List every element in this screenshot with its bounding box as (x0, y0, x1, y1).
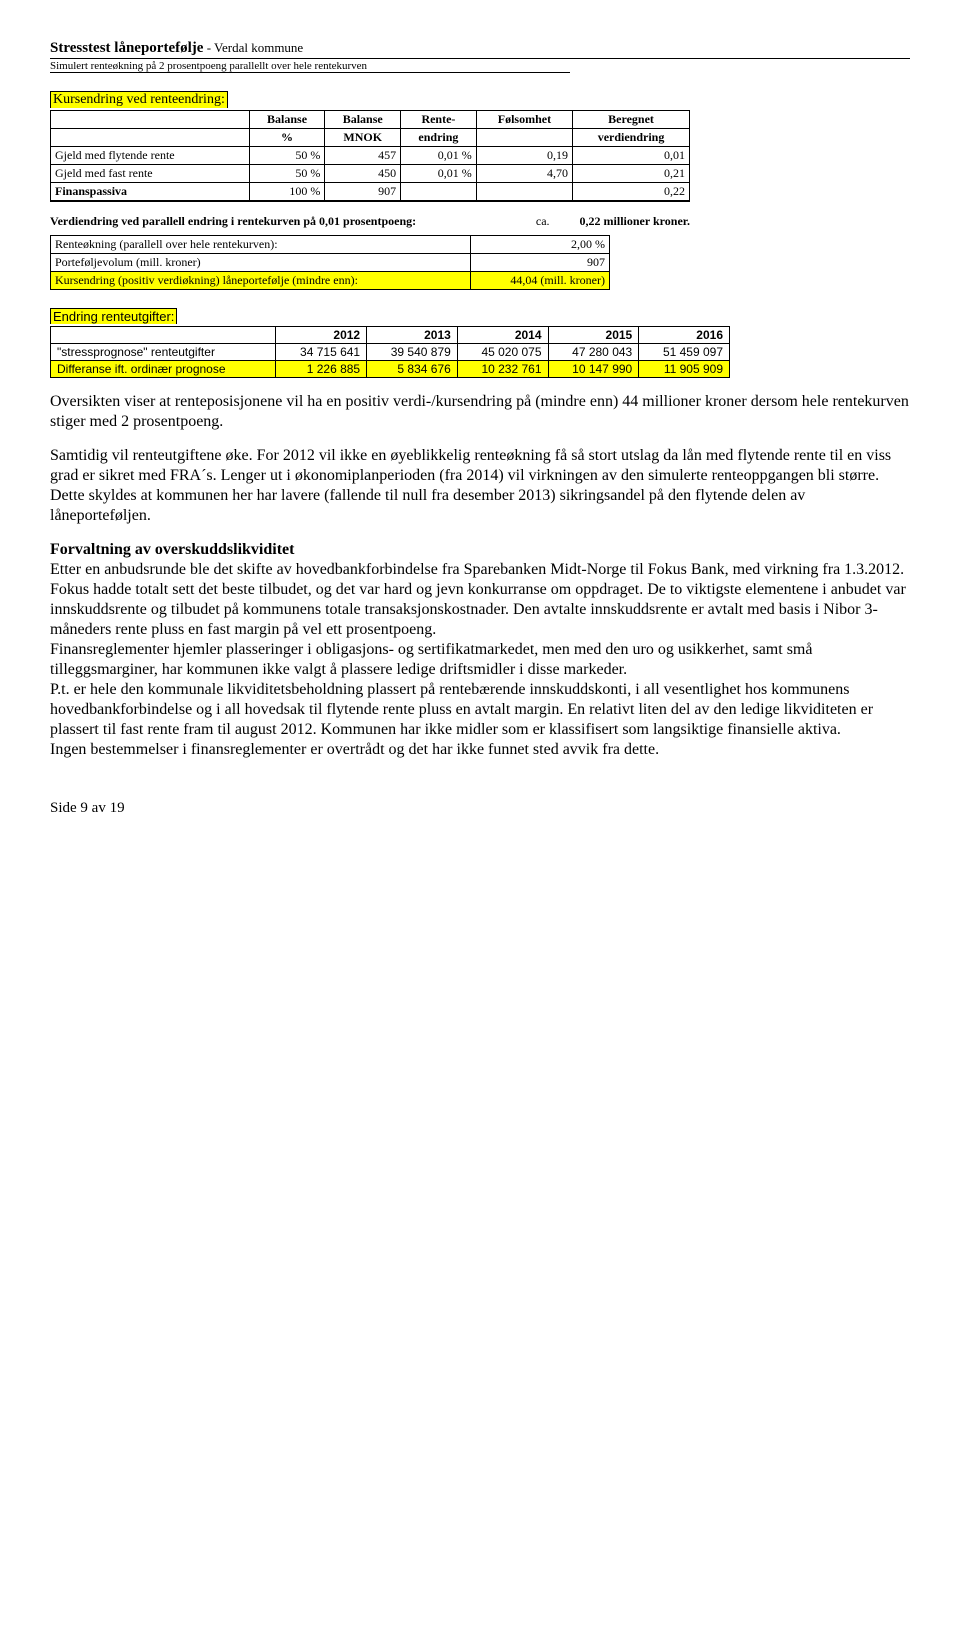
body-p4: Finansreglementer hjemler plasseringer i… (50, 641, 812, 678)
body-p6: Ingen bestemmelser i finansreglementer e… (50, 741, 659, 758)
page-footer: Side 9 av 19 (50, 800, 910, 817)
section-forvaltning: Forvaltning av overskuddslikviditet Ette… (50, 540, 910, 760)
params-table: Renteøkning (parallell over hele renteku… (50, 235, 610, 290)
table-row: Differanse ift. ordinær prognose 1 226 8… (51, 361, 730, 378)
body-p2: Samtidig vil renteutgiftene øke. For 201… (50, 446, 910, 526)
table-row: Kursendring (positiv verdiøkning) lånepo… (51, 272, 610, 290)
body-p1: Oversikten viser at renteposisjonene vil… (50, 392, 910, 432)
title-main: Stresstest låneportefølje (50, 40, 203, 56)
table-header-1: Balanse Balanse Rente- Følsomhet Beregne… (51, 111, 690, 129)
kursendring-table: Balanse Balanse Rente- Følsomhet Beregne… (50, 110, 690, 202)
verdiendring-row: Verdiendring ved parallell endring i ren… (50, 214, 690, 229)
table-row-finans: Finanspassiva 100 % 907 0,22 (51, 183, 690, 202)
body-p5: P.t. er hele den kommunale likviditetsbe… (50, 681, 873, 738)
table-header: 2012 2013 2014 2015 2016 (51, 327, 730, 344)
table-row: Renteøkning (parallell over hele renteku… (51, 236, 610, 254)
body-p3: Etter en anbudsrunde ble det skifte av h… (50, 561, 906, 638)
doc-subtitle: Simulert renteøkning på 2 prosentpoeng p… (50, 60, 570, 73)
table-row: Porteføljevolum (mill. kroner) 907 (51, 254, 610, 272)
table-row: "stressprognose" renteutgifter 34 715 64… (51, 344, 730, 361)
verdiendring-label: Verdiendring ved parallell endring i ren… (50, 214, 490, 229)
table-header-2: % MNOK endring verdiendring (51, 129, 690, 147)
doc-title: Stresstest låneportefølje - Verdal kommu… (50, 40, 910, 59)
table-row: Gjeld med fast rente 50 % 450 0,01 % 4,7… (51, 165, 690, 183)
forvaltning-heading: Forvaltning av overskuddslikviditet (50, 541, 294, 558)
table-row: Gjeld med flytende rente 50 % 457 0,01 %… (51, 147, 690, 165)
title-sub: - Verdal kommune (203, 40, 303, 55)
verdiendring-value: 0,22 millioner kroner. (580, 214, 690, 229)
kursendring-heading: Kursendring ved renteendring: (50, 91, 228, 108)
endring-heading: Endring renteutgifter: (50, 308, 177, 324)
verdiendring-ca: ca. (490, 214, 580, 229)
endring-table: 2012 2013 2014 2015 2016 "stressprognose… (50, 326, 730, 378)
